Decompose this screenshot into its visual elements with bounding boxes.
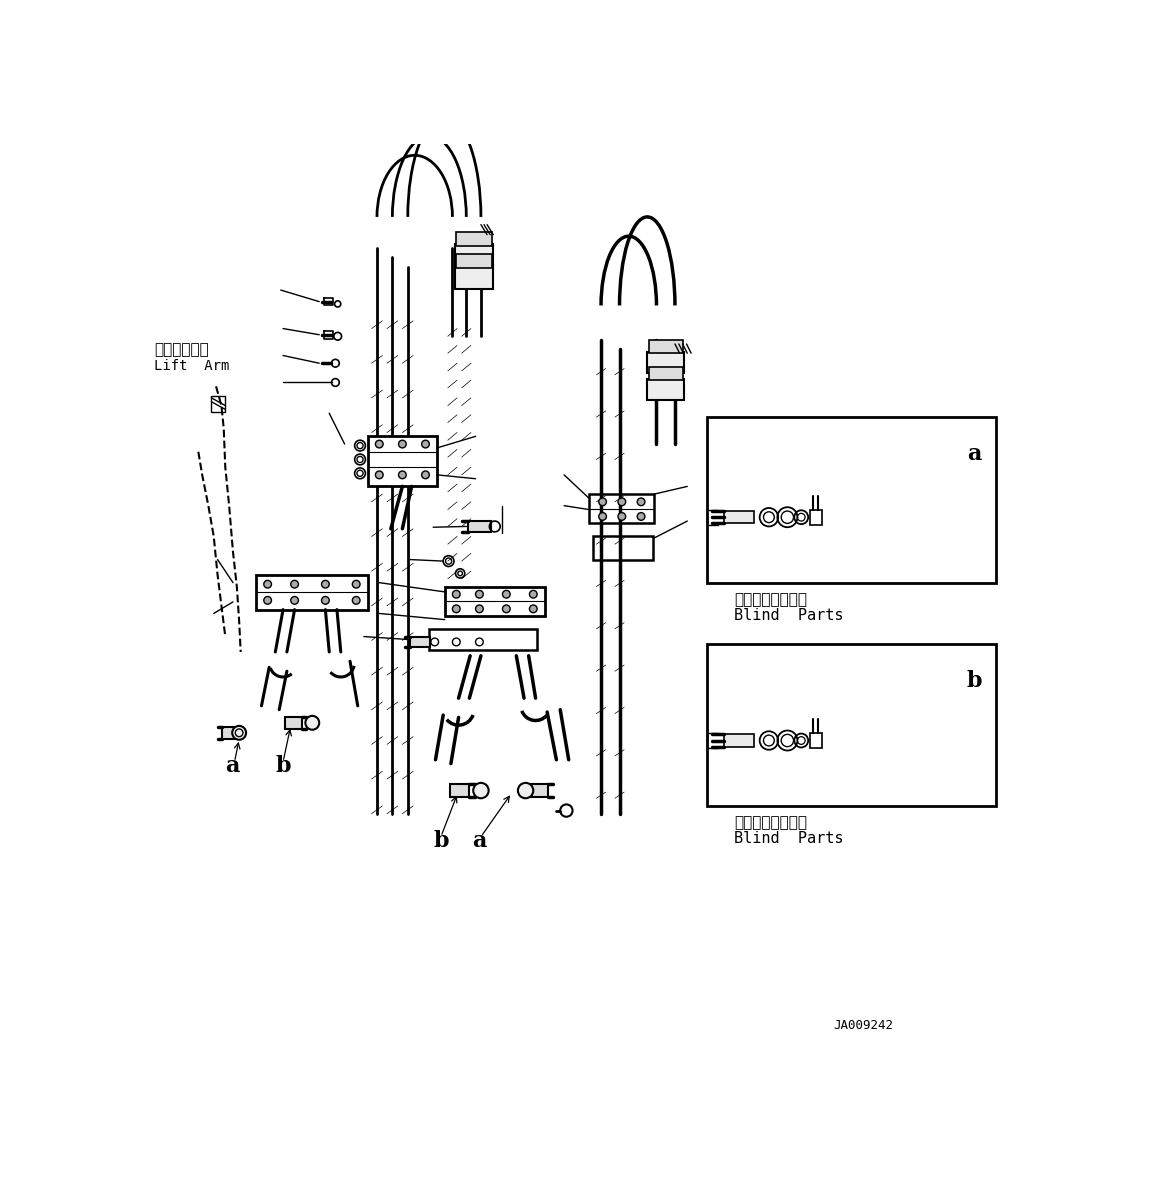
Text: リフトアーム: リフトアーム (155, 343, 209, 358)
Bar (649, 340, 683, 353)
Text: a: a (226, 755, 240, 778)
Circle shape (452, 605, 461, 612)
Circle shape (422, 440, 429, 448)
Circle shape (264, 597, 271, 604)
Circle shape (233, 726, 247, 739)
Circle shape (376, 440, 383, 448)
Text: Blind  Parts: Blind Parts (734, 607, 843, 623)
Bar (649, 367, 683, 380)
Bar (707, 417, 996, 582)
Text: a: a (966, 443, 982, 465)
Circle shape (422, 471, 429, 479)
Text: Lift  Arm: Lift Arm (155, 358, 230, 373)
Circle shape (529, 605, 537, 612)
Bar (450, 785, 470, 797)
Text: b: b (433, 829, 449, 852)
Circle shape (321, 580, 329, 588)
Circle shape (291, 597, 299, 604)
Circle shape (321, 597, 329, 604)
Circle shape (399, 440, 406, 448)
Text: JA009242: JA009242 (834, 1019, 893, 1031)
Bar (455, 244, 493, 267)
Bar (456, 254, 492, 267)
Circle shape (264, 580, 271, 588)
Circle shape (637, 498, 645, 506)
Bar (593, 537, 652, 559)
Bar (455, 266, 493, 289)
Bar (212, 397, 226, 412)
Bar (707, 645, 996, 806)
Circle shape (502, 605, 511, 612)
Circle shape (376, 471, 383, 479)
Circle shape (637, 513, 645, 520)
Circle shape (529, 591, 537, 598)
Bar (648, 379, 684, 400)
Circle shape (502, 591, 511, 598)
Text: ブラインドパーツ: ブラインドパーツ (734, 592, 807, 607)
Circle shape (518, 782, 534, 798)
Text: Blind  Parts: Blind Parts (734, 830, 843, 846)
Bar (411, 636, 430, 647)
Circle shape (476, 605, 484, 612)
Circle shape (352, 580, 361, 588)
Bar (429, 629, 537, 651)
Bar (811, 509, 822, 525)
Circle shape (291, 580, 299, 588)
Bar (529, 785, 548, 797)
Circle shape (306, 716, 319, 730)
Bar (256, 575, 368, 610)
Text: ブラインドパーツ: ブラインドパーツ (734, 816, 807, 830)
Circle shape (399, 471, 406, 479)
Bar (444, 587, 544, 616)
Circle shape (476, 591, 484, 598)
Text: b: b (966, 670, 983, 692)
Bar (285, 716, 301, 728)
Circle shape (473, 782, 488, 798)
Circle shape (618, 513, 626, 520)
Circle shape (352, 597, 361, 604)
Bar (222, 727, 241, 739)
Text: b: b (276, 755, 291, 778)
Circle shape (618, 498, 626, 506)
Text: a: a (472, 829, 486, 852)
Bar (368, 436, 437, 486)
Bar (456, 232, 492, 246)
Bar (725, 512, 754, 524)
Circle shape (599, 498, 606, 506)
Bar (468, 521, 491, 532)
Circle shape (452, 591, 461, 598)
Bar (648, 352, 684, 374)
Circle shape (599, 513, 606, 520)
Bar (811, 733, 822, 749)
Bar (725, 734, 754, 746)
Bar (588, 494, 654, 524)
